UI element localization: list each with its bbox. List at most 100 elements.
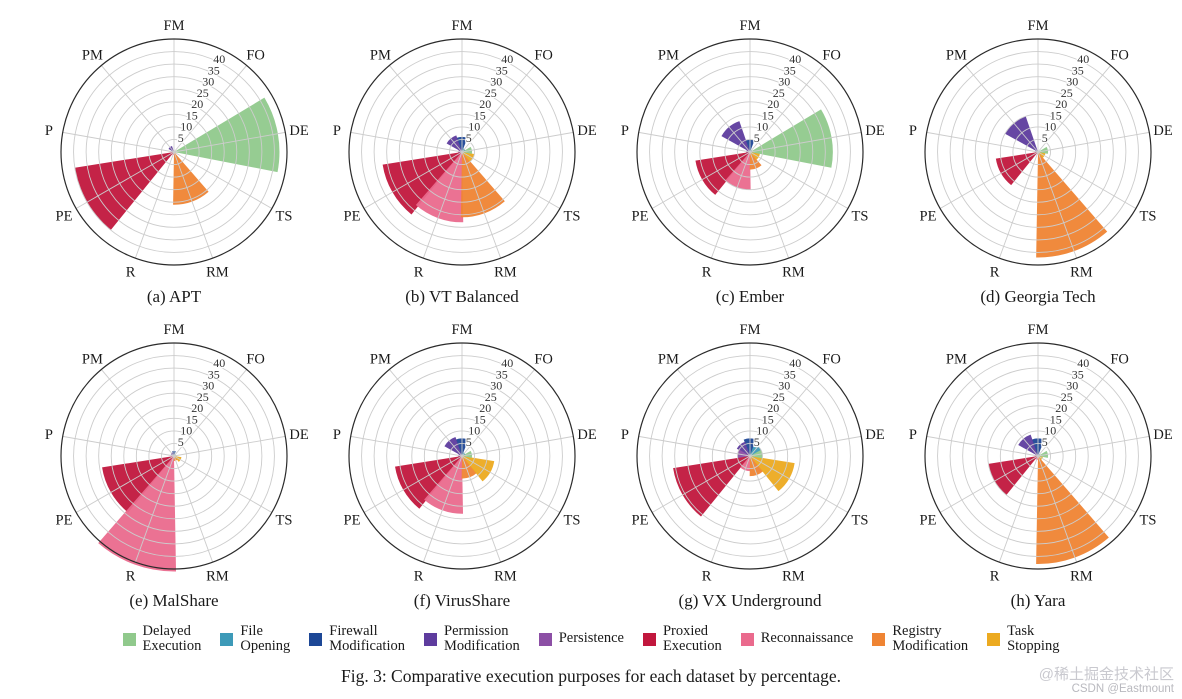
radial-tick-label: 5	[1042, 435, 1048, 449]
legend-swatch-task_stopping	[987, 632, 1001, 646]
wedge-delayed_execution	[174, 97, 280, 173]
grid-spoke-RM	[173, 151, 214, 259]
grid-spoke-DE	[1037, 131, 1150, 153]
grid-spoke-FO	[749, 369, 823, 457]
wedge-registry_modification	[749, 152, 762, 170]
category-label-PE: PE	[920, 513, 937, 529]
radial-tick-label: 5	[466, 435, 472, 449]
radial-tick-label: 40	[213, 356, 225, 370]
radial-tick-label: 20	[191, 97, 203, 111]
radial-tick-label: 20	[191, 401, 203, 415]
radial-tick-label: 15	[186, 412, 198, 426]
outer-ring	[636, 342, 864, 570]
category-label-PM: PM	[946, 48, 967, 64]
grid-spoke-DE	[173, 131, 286, 153]
grid-spoke-TS	[461, 455, 561, 513]
grid-spoke-RM	[1037, 455, 1078, 563]
grid-spoke-PE	[363, 151, 463, 209]
wedge-registry_modification	[749, 456, 764, 477]
category-label-RM: RM	[1070, 568, 1093, 584]
radial-tick-label: 35	[1072, 367, 1084, 381]
radial-tick-label: 20	[479, 401, 491, 415]
legend-item-task_stopping: Task Stopping	[987, 623, 1059, 655]
radial-tick-label: 20	[1055, 401, 1067, 415]
radial-tick-label: 15	[762, 108, 774, 122]
category-label-P: P	[621, 123, 629, 139]
radial-tick-label: 15	[474, 108, 486, 122]
grid-spoke-TS	[749, 455, 849, 513]
chart-subcaption: (h) Yara	[1010, 591, 1066, 610]
category-label-RM: RM	[494, 264, 517, 280]
rose-chart-d: 5 10 15 20 25 30 35 40 FM PM P PE R RM TS DE FO (d) Georg…	[894, 4, 1182, 308]
category-label-P: P	[333, 427, 341, 443]
grid-spoke-RM	[1037, 151, 1078, 259]
grid-spoke-FO	[1037, 369, 1111, 457]
grid-spoke-P	[926, 435, 1039, 457]
legend-swatch-proxied_execution	[642, 632, 656, 646]
category-label-TS: TS	[564, 513, 581, 529]
wedge-delayed_execution	[462, 450, 473, 458]
category-label-DE: DE	[1153, 123, 1172, 139]
grid-spoke-P	[350, 131, 463, 153]
grid-spoke-PM	[389, 65, 463, 153]
grid-spoke-PM	[101, 369, 175, 457]
category-label-R: R	[414, 264, 424, 280]
outer-ring	[348, 38, 576, 266]
wedge-proxied_execution	[673, 456, 750, 517]
radial-tick-label: 40	[789, 52, 801, 66]
wedge-reconnaissance	[98, 456, 177, 572]
category-label-P: P	[621, 427, 629, 443]
grid-spoke-PE	[363, 455, 463, 513]
category-label-FM: FM	[1028, 18, 1049, 34]
radial-tick-label: 25	[197, 86, 209, 100]
radial-tick-label: 5	[754, 131, 760, 145]
category-label-P: P	[909, 123, 917, 139]
radial-tick-label: 10	[756, 424, 768, 438]
category-label-FM: FM	[452, 18, 473, 34]
radial-tick-label: 30	[490, 75, 502, 89]
grid-spoke-PE	[939, 151, 1039, 209]
category-label-TS: TS	[852, 513, 869, 529]
category-label-P: P	[333, 123, 341, 139]
category-label-R: R	[414, 568, 424, 584]
grid-spoke-P	[62, 435, 175, 457]
category-label-RM: RM	[1070, 264, 1093, 280]
radial-tick-label: 40	[213, 52, 225, 66]
radial-tick-label: 25	[773, 86, 785, 100]
grid-spoke-P	[350, 435, 463, 457]
radial-tick-label: 25	[197, 390, 209, 404]
legend-swatch-delayed_execution	[122, 632, 136, 646]
figure-caption: Fig. 3: Comparative execution purposes f…	[340, 666, 842, 686]
grid-spoke-PE	[939, 455, 1039, 513]
radial-tick-label: 40	[501, 356, 513, 370]
radial-tick-label: 30	[1066, 75, 1078, 89]
wedge-permission_modification	[721, 121, 750, 152]
radial-tick-label: 25	[1061, 86, 1073, 100]
wedge-delayed_execution	[1038, 450, 1049, 458]
watermark: @稀土掘金技术社区 CSDN @Eastmount	[1039, 667, 1174, 697]
category-label-TS: TS	[852, 209, 869, 225]
category-label-PE: PE	[344, 513, 361, 529]
grid-spoke-DE	[461, 435, 574, 457]
radial-tick-label: 35	[784, 63, 796, 77]
radial-tick-label: 35	[496, 63, 508, 77]
grid-spoke-R	[134, 151, 175, 259]
grid-spoke-RM	[749, 151, 790, 259]
grid-spoke-P	[926, 131, 1039, 153]
rose-chart-h: 5 10 15 20 25 30 35 40 FM PM P PE R RM TS DE FO (h) Yara	[894, 308, 1182, 612]
legend-swatch-permission_modification	[424, 632, 437, 646]
radial-tick-label: 10	[180, 120, 192, 134]
outer-ring	[636, 38, 864, 266]
category-label-PM: PM	[82, 48, 103, 64]
legend-label-proxied_execution: Proxied Execution	[662, 622, 722, 654]
category-label-DE: DE	[865, 427, 884, 443]
category-label-FM: FM	[164, 18, 185, 34]
watermark-line-2: CSDN @Eastmount	[1071, 683, 1174, 695]
radial-tick-label: 25	[485, 86, 497, 100]
category-label-PE: PE	[344, 209, 361, 225]
grid-spoke-DE	[749, 131, 862, 153]
radial-tick-label: 5	[178, 131, 184, 145]
outer-ring	[348, 342, 576, 570]
radial-tick-label: 30	[778, 379, 790, 393]
rose-chart-c: 5 10 15 20 25 30 35 40 FM PM P PE R RM TS DE FO (c) Ember	[606, 4, 894, 308]
